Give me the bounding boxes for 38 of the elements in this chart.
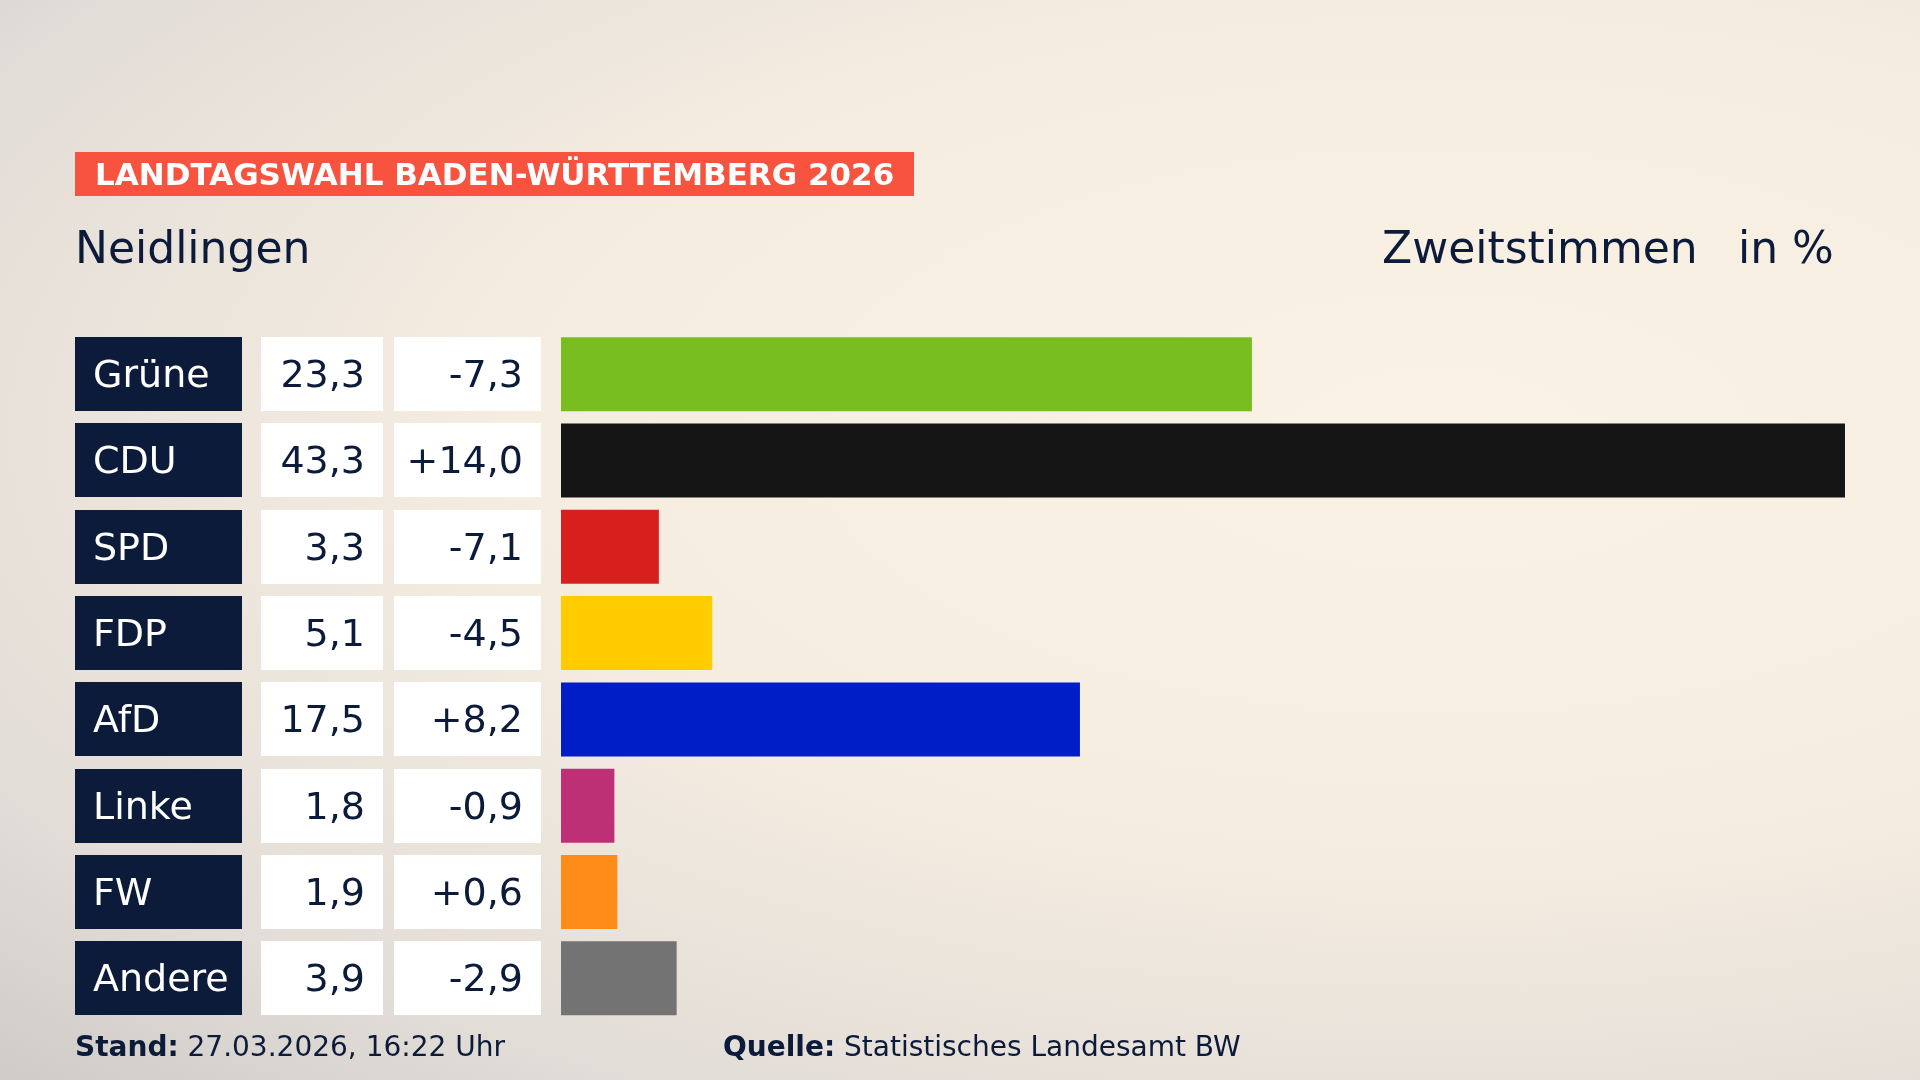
y-tick-label: FDP — [75, 595, 242, 670]
text: +0,6 — [394, 854, 541, 929]
data-label: 3,9 — [261, 941, 383, 1016]
y-tick-label: FW — [75, 854, 242, 929]
bar — [561, 768, 615, 843]
bar — [561, 337, 1252, 412]
bar — [561, 509, 659, 584]
text: +14,0 — [394, 423, 541, 498]
chart-title: LANDTAGSWAHL BADEN-WÜRTTEMBERG 2026 — [75, 152, 915, 196]
data-label: 1,9 — [261, 854, 383, 929]
source-note: Quelle: Statistisches Landesamt BW — [723, 1030, 1241, 1063]
text: -2,9 — [394, 941, 541, 1016]
bar — [561, 941, 677, 1016]
data-label: 1,8 — [261, 768, 383, 843]
text: -7,1 — [394, 509, 541, 584]
text: Neidlingen — [75, 222, 311, 273]
bar — [561, 682, 1080, 757]
y-tick-label: CDU — [75, 423, 242, 498]
y-tick-label: Grüne — [75, 337, 242, 411]
data-label: 3,3 — [261, 509, 383, 584]
text: -7,3 — [394, 337, 541, 411]
data-label: 17,5 — [261, 682, 383, 757]
data-label: 5,1 — [261, 595, 383, 670]
text: Stand: 27.03.2026, 16:22 Uhr — [75, 1030, 505, 1063]
y-tick-label: AfD — [75, 682, 242, 757]
text: -0,9 — [394, 768, 541, 843]
text: -4,5 — [394, 595, 541, 670]
bar — [561, 854, 618, 929]
y-tick-label: Andere — [75, 941, 242, 1016]
y-tick-label: Linke — [75, 768, 242, 843]
y-tick-label: SPD — [75, 509, 242, 584]
text: +8,2 — [394, 682, 541, 757]
bar — [561, 423, 1845, 498]
data-label: 43,3 — [261, 423, 383, 498]
bar — [561, 595, 713, 670]
data-label: 23,3 — [261, 337, 383, 411]
text: in % — [1738, 222, 1834, 273]
x-axis-title: Zweitstimmen — [1382, 222, 1698, 273]
